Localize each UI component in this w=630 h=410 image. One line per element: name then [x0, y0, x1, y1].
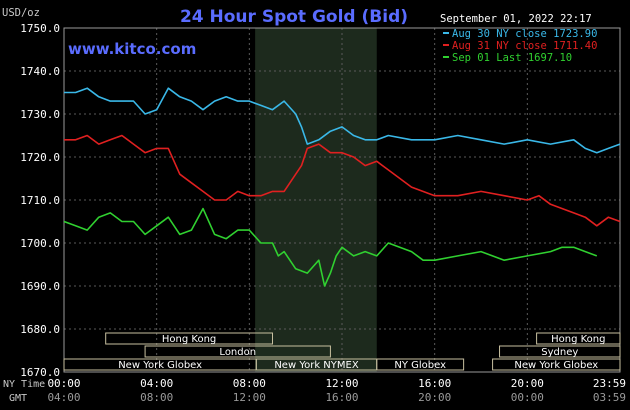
- x-tick-label-ny: 04:00: [140, 377, 173, 390]
- x-tick-label-ny: 12:00: [325, 377, 358, 390]
- y-tick-label: 1740.0: [20, 65, 60, 78]
- legend-entry: Sep 01 Last 1697.10: [452, 52, 572, 64]
- market-session-label: Hong Kong: [162, 334, 216, 345]
- y-tick-label: 1690.0: [20, 280, 60, 293]
- y-tick-label: 1700.0: [20, 237, 60, 250]
- legend-entry: Aug 31 NY close 1711.40: [452, 40, 597, 52]
- y-tick-label: 1670.0: [20, 366, 60, 379]
- x-tick-label-ny: 00:00: [47, 377, 80, 390]
- x-tick-label-gmt: 04:00: [47, 391, 80, 404]
- market-session-label: NY Globex: [394, 360, 446, 371]
- y-tick-label: 1720.0: [20, 151, 60, 164]
- y-axis-label: USD/oz: [2, 7, 40, 19]
- market-session-box: [492, 358, 621, 371]
- market-session-label: New York Globex: [514, 360, 598, 371]
- y-tick-label: 1730.0: [20, 108, 60, 121]
- y-tick-label: 1710.0: [20, 194, 60, 207]
- market-session-box: [376, 358, 465, 371]
- market-session-label: New York Globex: [118, 360, 202, 371]
- series-line-2: [64, 134, 621, 227]
- market-session-label: New York NYMEX: [274, 360, 359, 371]
- timestamp: September 01, 2022 22:17: [440, 13, 592, 25]
- market-session-box: [144, 345, 331, 358]
- chart-title: 24 Hour Spot Gold (Bid): [180, 7, 408, 27]
- market-session-box: [499, 345, 621, 358]
- x-tick-label-gmt: 08:00: [140, 391, 173, 404]
- series-line-3: [63, 207, 598, 287]
- x-tick-label-ny: 08:00: [233, 377, 266, 390]
- series-line-1: [64, 87, 621, 154]
- plot-frame: [63, 27, 621, 373]
- market-session-box: [536, 332, 621, 345]
- x-tick-labels: 00:0004:0004:0008:0008:0012:0012:0016:00…: [47, 377, 626, 404]
- y-tick-labels: 1750.0 1740.0 1730.0 1720.0 1710.0 1700.0 1690…: [20, 22, 60, 379]
- legend-entry: Aug 30 NY close 1723.90: [452, 28, 597, 40]
- gmt-row-label: GMT: [9, 393, 27, 404]
- x-tick-label-ny: 20:00: [511, 377, 544, 390]
- watermark-url: www.kitco.com: [68, 40, 196, 58]
- x-tick-label-gmt: 03:59: [593, 391, 626, 404]
- x-tick-label-gmt: 00:00: [511, 391, 544, 404]
- market-session-label: London: [219, 347, 256, 358]
- x-tick-label-gmt: 12:00: [233, 391, 266, 404]
- ny-time-row-label: NY Time: [3, 379, 45, 390]
- series-layer: [63, 87, 621, 287]
- x-tick-label-ny: 16:00: [418, 377, 451, 390]
- x-tick-label-gmt: 16:00: [325, 391, 358, 404]
- market-session-box: [105, 332, 273, 345]
- y-tick-label: 1750.0: [20, 22, 60, 35]
- y-tick-label: 1680.0: [20, 323, 60, 336]
- x-tick-label-ny: 23:59: [593, 377, 626, 390]
- market-session-label: Hong Kong: [551, 334, 605, 345]
- x-tick-label-gmt: 20:00: [418, 391, 451, 404]
- market-session-label: Sydney: [541, 347, 578, 358]
